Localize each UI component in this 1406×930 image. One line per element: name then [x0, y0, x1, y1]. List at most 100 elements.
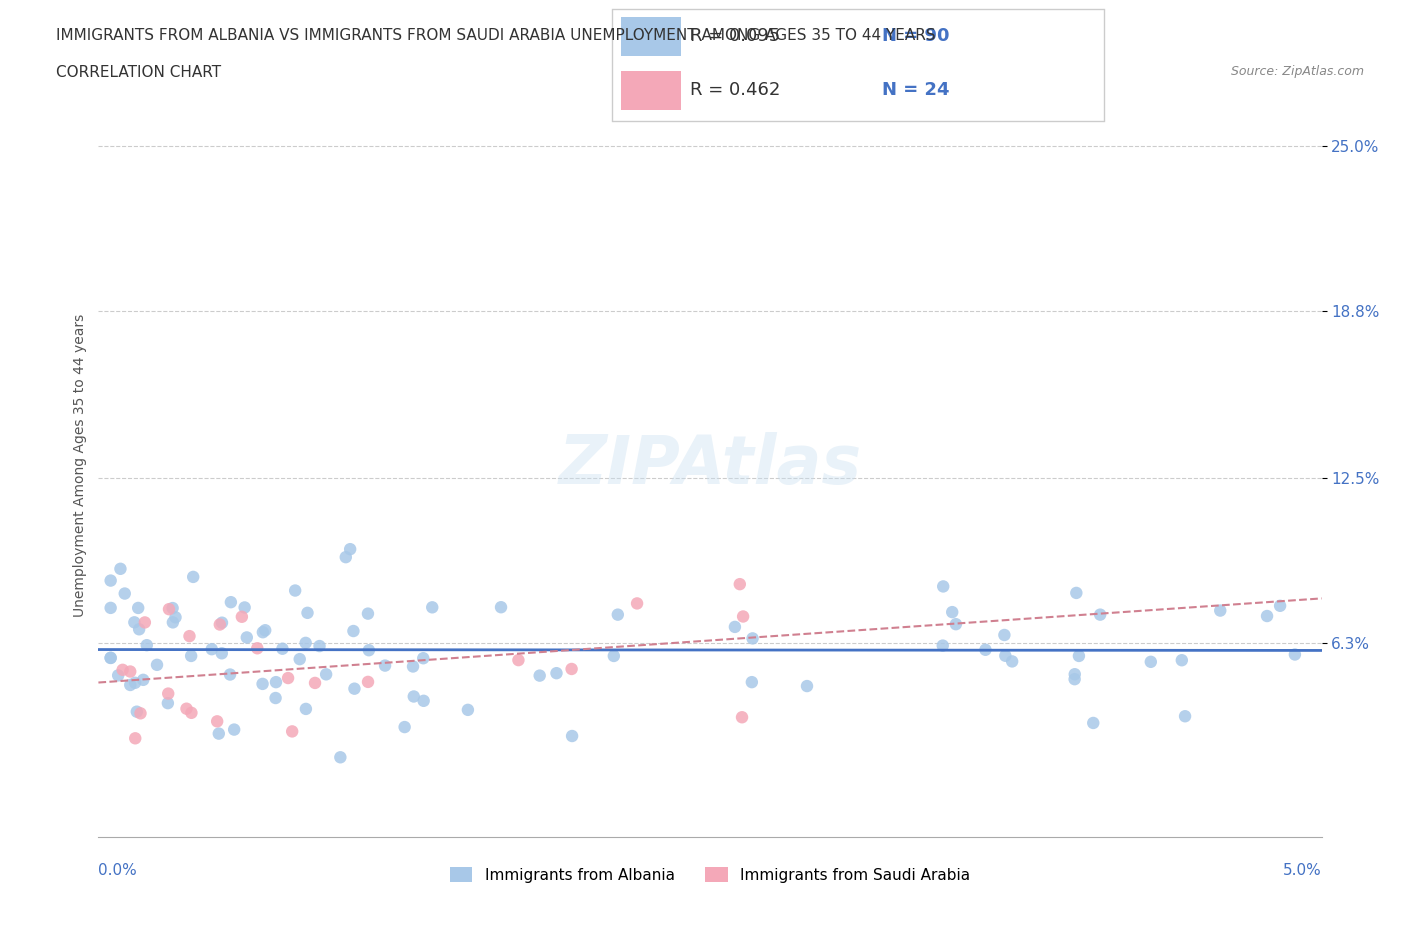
- Point: [110, 562, 132, 577]
- Point: [208, 726, 231, 741]
- Point: [288, 652, 311, 667]
- Point: [231, 609, 253, 624]
- Point: [219, 667, 242, 682]
- Point: [357, 674, 380, 689]
- Point: [132, 672, 155, 687]
- Point: [1174, 709, 1197, 724]
- Point: [297, 605, 319, 620]
- Point: [796, 679, 818, 694]
- Text: ZIPAtlas: ZIPAtlas: [558, 432, 862, 498]
- Text: CORRELATION CHART: CORRELATION CHART: [56, 65, 221, 80]
- Point: [402, 659, 425, 674]
- Point: [1063, 667, 1085, 682]
- Text: R = 0.462: R = 0.462: [690, 81, 780, 99]
- Text: R = 0.095: R = 0.095: [690, 27, 780, 45]
- Point: [626, 596, 648, 611]
- Point: [724, 619, 747, 634]
- Point: [1063, 671, 1085, 686]
- Point: [945, 617, 967, 631]
- Point: [733, 609, 755, 624]
- Point: [420, 600, 443, 615]
- Point: [1083, 715, 1105, 730]
- Point: [457, 702, 479, 717]
- Point: [128, 622, 150, 637]
- Point: [254, 623, 277, 638]
- Point: [127, 601, 149, 616]
- Point: [412, 694, 434, 709]
- Point: [339, 542, 361, 557]
- Point: [335, 550, 357, 565]
- Point: [606, 607, 628, 622]
- Point: [264, 674, 287, 689]
- Point: [974, 643, 997, 658]
- Text: N = 90: N = 90: [883, 27, 950, 45]
- Point: [741, 631, 763, 645]
- Point: [181, 569, 204, 584]
- Point: [111, 662, 134, 677]
- Point: [295, 701, 318, 716]
- Point: [100, 650, 122, 665]
- Point: [731, 710, 754, 724]
- Point: [329, 750, 352, 764]
- Point: [529, 668, 551, 683]
- Point: [277, 671, 299, 685]
- Point: [114, 586, 136, 601]
- Point: [343, 682, 366, 697]
- Point: [146, 658, 169, 672]
- Point: [264, 691, 287, 706]
- Text: N = 24: N = 24: [883, 81, 950, 99]
- Text: IMMIGRANTS FROM ALBANIA VS IMMIGRANTS FROM SAUDI ARABIA UNEMPLOYMENT AMONG AGES : IMMIGRANTS FROM ALBANIA VS IMMIGRANTS FR…: [56, 28, 936, 43]
- Point: [932, 579, 955, 594]
- Point: [236, 630, 259, 644]
- Point: [304, 675, 326, 690]
- Point: [224, 722, 246, 737]
- Point: [100, 650, 122, 665]
- Point: [124, 615, 146, 630]
- Point: [561, 728, 583, 743]
- Point: [728, 577, 751, 591]
- Point: [603, 648, 626, 663]
- Point: [994, 648, 1017, 663]
- Point: [508, 653, 530, 668]
- Point: [157, 686, 180, 701]
- Point: [179, 629, 201, 644]
- Point: [129, 706, 152, 721]
- Point: [412, 651, 434, 666]
- Point: [211, 616, 233, 631]
- Point: [176, 701, 198, 716]
- Point: [315, 667, 337, 682]
- Point: [357, 643, 380, 658]
- Point: [932, 638, 955, 653]
- Point: [124, 731, 146, 746]
- Point: [107, 668, 129, 683]
- Point: [374, 658, 396, 673]
- Text: Source: ZipAtlas.com: Source: ZipAtlas.com: [1230, 65, 1364, 78]
- Point: [180, 705, 202, 720]
- Text: 5.0%: 5.0%: [1282, 863, 1322, 878]
- Point: [120, 678, 142, 693]
- Point: [205, 714, 228, 729]
- Point: [1171, 653, 1194, 668]
- Point: [134, 615, 156, 630]
- Point: [271, 642, 294, 657]
- Point: [284, 583, 307, 598]
- Point: [162, 615, 184, 630]
- Point: [100, 573, 122, 588]
- Point: [219, 595, 242, 610]
- Point: [211, 645, 233, 660]
- Point: [394, 720, 416, 735]
- Point: [357, 606, 380, 621]
- Point: [100, 601, 122, 616]
- Point: [342, 624, 364, 639]
- Point: [941, 604, 963, 619]
- Point: [546, 666, 568, 681]
- Point: [402, 689, 425, 704]
- Point: [561, 661, 583, 676]
- Point: [162, 601, 184, 616]
- Point: [489, 600, 512, 615]
- Point: [993, 628, 1015, 643]
- Point: [246, 641, 269, 656]
- Y-axis label: Unemployment Among Ages 35 to 44 years: Unemployment Among Ages 35 to 44 years: [73, 313, 87, 617]
- Point: [156, 696, 179, 711]
- Point: [180, 648, 202, 663]
